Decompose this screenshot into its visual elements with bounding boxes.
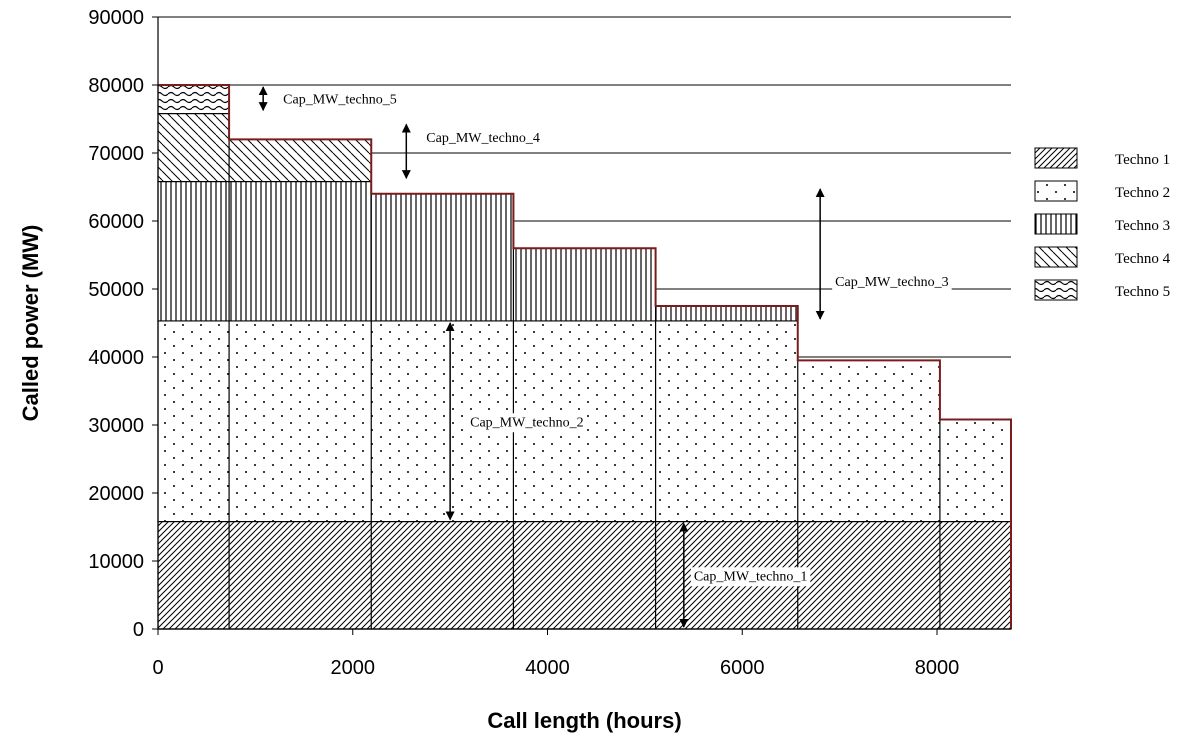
- capacity-label-bg: [423, 128, 543, 148]
- legend-swatch: [1034, 180, 1078, 202]
- capacity-label-bg: [690, 567, 811, 587]
- capacity-label: Cap_MW_techno_4: [426, 131, 540, 146]
- legend-swatch: [1034, 213, 1078, 235]
- legend: Techno 1 Techno 2 Techno 3 Techno 4 Techno 5: [1034, 147, 1171, 301]
- capacity-label: Cap_MW_techno_1: [694, 569, 808, 584]
- capacity-label-bg: [280, 90, 400, 110]
- area-techno-4: [157, 112, 372, 183]
- y-tick-label: 80000: [88, 75, 144, 97]
- y-tick-label: 40000: [88, 347, 144, 369]
- capacity-label-bg: [467, 413, 587, 433]
- capacity-label-bg: [832, 272, 952, 292]
- y-tick-label: 60000: [88, 211, 144, 233]
- capacity-label: Cap_MW_techno_5: [283, 93, 397, 108]
- capacity-annotations: Cap_MW_techno_1 Cap_MW_techno_2 Cap_MW_tec…: [258, 86, 952, 628]
- x-tick-label: 8000: [915, 657, 960, 679]
- legend-label: Techno 3: [1115, 218, 1170, 234]
- legend-label: Techno 4: [1115, 251, 1171, 267]
- y-tick-label: 90000: [88, 7, 144, 29]
- legend-label: Techno 5: [1115, 284, 1170, 300]
- y-tick-label: 0: [133, 619, 144, 641]
- capacity-label: Cap_MW_techno_2: [470, 415, 584, 430]
- load-duration-curve: [158, 84, 1012, 629]
- capacity-label: Cap_MW_techno_3: [835, 275, 949, 290]
- y-tick-label: 20000: [88, 483, 144, 505]
- x-tick-label: 4000: [525, 657, 570, 679]
- y-tick-label: 10000: [88, 551, 144, 573]
- y-axis-label: Called power (MW): [18, 225, 43, 422]
- legend-swatch: [1034, 246, 1078, 268]
- y-tick-label: 50000: [88, 279, 144, 301]
- curve-line: [158, 84, 1012, 629]
- legend-label: Techno 2: [1115, 185, 1170, 201]
- y-tick-label: 30000: [88, 415, 144, 437]
- x-tick-label: 0: [152, 657, 163, 679]
- y-tick-label: 70000: [88, 143, 144, 165]
- area-techno-1: [157, 520, 1012, 630]
- axes: 0100002000030000400005000060000700008000…: [18, 7, 1011, 733]
- area-techno-3: [157, 180, 799, 322]
- legend-swatch: [1034, 147, 1078, 169]
- x-tick-label: 2000: [330, 657, 375, 679]
- x-axis-label: Call length (hours): [487, 708, 681, 733]
- area-techno-5: [157, 84, 230, 115]
- legend-label: Techno 1: [1115, 152, 1170, 168]
- x-tick-label: 6000: [720, 657, 765, 679]
- legend-swatch: [1034, 279, 1078, 301]
